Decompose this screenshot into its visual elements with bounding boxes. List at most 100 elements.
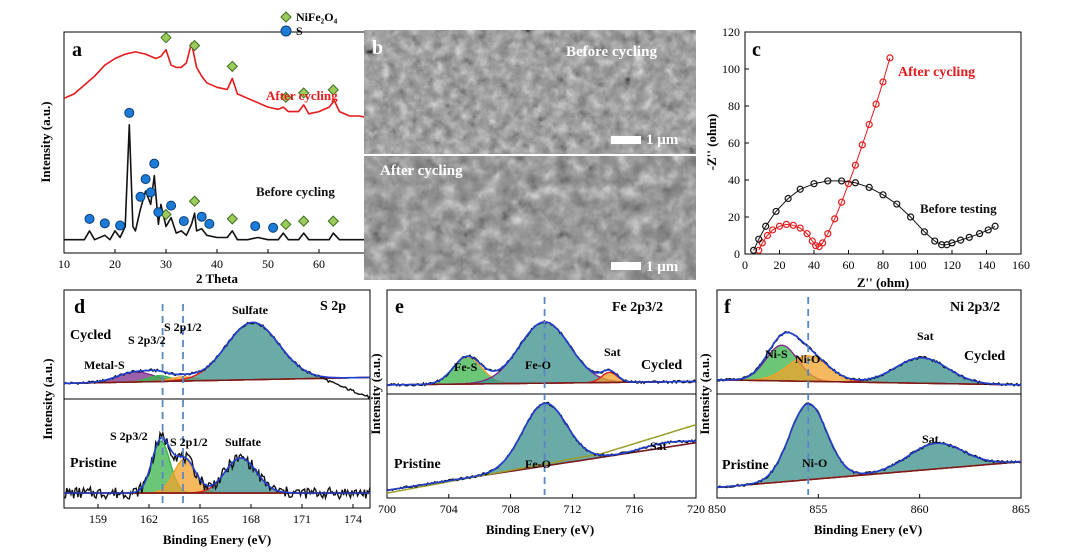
- panel-c-point: [824, 230, 832, 238]
- panel-c-point: [920, 228, 929, 236]
- panel-f-label-sat-bottom: Sat: [922, 432, 939, 446]
- panel-f-label-nio-top: Ni-O: [795, 352, 820, 366]
- scale-label-top: 1 μm: [646, 132, 679, 148]
- panel-c-xtick-label: 80: [877, 258, 889, 272]
- panel-f-xtick-label: 865: [1012, 502, 1030, 516]
- panel-a-markers: [84, 31, 339, 233]
- panel-a-frame: [63, 31, 371, 254]
- sem-bottom-texture: [364, 156, 696, 280]
- panel-d-envelope: [63, 321, 370, 385]
- panel-c-frame: [744, 31, 1022, 255]
- s-marker: [178, 216, 189, 227]
- panel-e-curves: [386, 297, 697, 495]
- panel-d-xtick-label: 174: [344, 512, 362, 526]
- nife2o4-marker-after: [226, 60, 239, 73]
- panel-e-label-fes: Fe-S: [454, 360, 478, 374]
- panel-a-xtick-label: 10: [58, 257, 70, 271]
- panel-c-point: [796, 224, 804, 232]
- scale-bar-bottom: [611, 262, 641, 270]
- s-marker: [149, 158, 160, 169]
- s-marker: [140, 174, 151, 185]
- panel-e-background: [386, 423, 697, 494]
- nife2o4-marker-after: [188, 39, 201, 52]
- panel-d-xticks: 159 162 165 168 171 174: [89, 504, 362, 526]
- panel-e-xtick-label: 704: [440, 502, 458, 516]
- panel-c-point: [893, 200, 901, 208]
- nife2o4-marker-before: [297, 215, 310, 227]
- panel-c-point: [782, 220, 791, 228]
- panel-a-ylabel: Intensity (a.u.): [38, 101, 53, 182]
- panel-f-title: Ni 2p3/2: [950, 300, 1000, 315]
- panel-d-label-s2p32-bottom: S 2p3/2: [110, 429, 148, 443]
- panel-c-label-before: Before testing: [920, 201, 997, 216]
- panel-e-label-feo-bottom: Fe-O: [525, 457, 551, 471]
- panel-d-xlabel: Binding Enery (eV): [163, 532, 271, 547]
- panel-a-xtick-label: 60: [313, 257, 325, 271]
- panel-d-ylabel: Intensity (a.u.): [40, 358, 55, 439]
- panel-a-xrd: a 10203040506070 2 Theta Intensity (a.u.…: [38, 10, 376, 286]
- panel-a-series: [63, 42, 371, 241]
- panel-c-letter: c: [752, 39, 761, 61]
- panel-d-letter: d: [74, 296, 85, 318]
- panel-c-point: [784, 194, 792, 203]
- legend-blue-circle-icon: [280, 25, 292, 37]
- panel-c-point: [812, 242, 820, 250]
- panel-c-point: [803, 230, 811, 238]
- panel-d-xtick-label: 159: [89, 512, 107, 526]
- panel-a-xtick-label: 50: [262, 257, 274, 271]
- panel-c-point: [789, 221, 797, 229]
- panel-e-letter: e: [395, 296, 404, 318]
- panel-d-envelope: [64, 436, 370, 494]
- panel-c-point: [965, 233, 973, 241]
- panel-c-label-after: After cycling: [898, 65, 975, 80]
- panel-d-label-sulfate-top: Sulfate: [232, 303, 269, 317]
- panel-f-ylabel: Intensity (a.u.): [697, 353, 712, 434]
- panel-a-xtick-label: 30: [160, 257, 172, 271]
- panel-c-point: [879, 78, 887, 86]
- panel-d-label-metal-s: Metal-S: [84, 358, 125, 372]
- panel-c-point: [762, 222, 770, 230]
- panel-c-point: [837, 198, 846, 206]
- panel-d-xtick-label: 162: [140, 512, 158, 526]
- panel-c-point: [931, 237, 939, 245]
- panel-c-xtick-label: 60: [843, 258, 855, 272]
- panel-c-point: [975, 230, 984, 238]
- panel-e-label-cycled: Cycled: [641, 358, 682, 373]
- panel-f-xtick-label: 860: [911, 502, 929, 516]
- panel-c-point: [808, 237, 816, 245]
- panel-f-label-cycled: Cycled: [964, 349, 1005, 364]
- panel-c-point: [819, 239, 827, 247]
- panel-c-point: [957, 236, 965, 244]
- panel-c-point: [872, 100, 880, 108]
- legend-s-label: S: [296, 24, 303, 38]
- panel-d-label-s2p32-top: S 2p3/2: [128, 333, 166, 347]
- panel-e-xtick-label: 712: [563, 502, 581, 516]
- panel-c-xtick-label: 20: [774, 258, 786, 272]
- sem-top-texture: [364, 30, 696, 154]
- panel-d-title: S 2p: [320, 299, 346, 314]
- panel-c-xlabel: Z'' (ohm): [857, 275, 909, 290]
- panel-f-label-sat-top: Sat: [917, 329, 934, 343]
- panel-c-point: [938, 241, 946, 249]
- panel-c-xtick-label: 140: [978, 258, 996, 272]
- panel-c-point: [865, 183, 873, 191]
- panel-f-xticks: 850 855 860 865: [708, 494, 1030, 516]
- panel-c-point: [796, 185, 804, 193]
- panel-c-ytick-label: 80: [728, 99, 740, 113]
- panel-c-point: [984, 226, 992, 234]
- panel-f-xtick-label: 850: [708, 502, 726, 516]
- panel-c-point: [755, 246, 763, 254]
- panel-c-ytick-label: 40: [728, 173, 740, 187]
- panel-a-xtick-label: 40: [211, 257, 223, 271]
- panel-e-xtick-label: 708: [502, 502, 520, 516]
- panel-f-baseline: [716, 461, 1022, 489]
- panel-c-point: [768, 226, 777, 234]
- panel-f-curves: [716, 297, 1022, 495]
- panel-c-point: [775, 222, 784, 230]
- s-marker: [204, 218, 215, 229]
- panel-d-baseline: [63, 376, 371, 385]
- nife2o4-marker-before: [280, 218, 292, 231]
- panel-d-label-s2p12-top: S 2p1/2: [164, 320, 202, 334]
- panel-c-point: [750, 246, 758, 254]
